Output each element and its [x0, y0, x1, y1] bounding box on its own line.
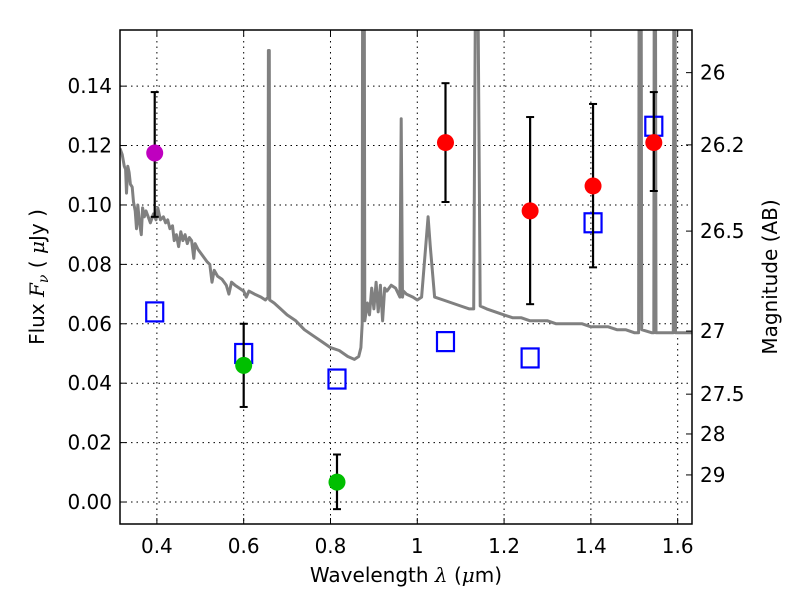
grid — [120, 30, 692, 524]
x-tick-label: 0.6 — [228, 534, 260, 558]
y-tick-label: 0.02 — [67, 431, 112, 455]
y-tick-label: 0.10 — [67, 193, 112, 217]
model-photometry-square — [327, 368, 347, 390]
observed-magenta-point — [146, 144, 164, 162]
y2-tick-label: 26.2 — [700, 133, 745, 157]
y2-tick-label: 26 — [700, 61, 725, 85]
y2-tick-label: 27 — [700, 319, 725, 343]
y2-tick-label: 28 — [700, 422, 725, 446]
observed-red-point — [645, 134, 663, 152]
axis-ticks — [120, 30, 692, 524]
y-axis-title: Flux Fν ( μJy ) — [25, 209, 52, 345]
observed-green-point — [328, 473, 346, 491]
model-photometry-square — [435, 331, 456, 353]
y2-axis-title: Magnitude (AB) — [758, 199, 782, 354]
y-tick-label: 0.14 — [67, 74, 112, 98]
model-photometry-square — [520, 347, 540, 369]
x-tick-label: 1.2 — [488, 534, 520, 558]
y2-tick-label: 26.5 — [700, 219, 745, 243]
x-tick-label: 0.8 — [315, 534, 347, 558]
observed-green-point — [235, 356, 253, 374]
y2-tick-label: 27.5 — [700, 382, 745, 406]
y-tick-label: 0.08 — [67, 252, 112, 276]
x-axis-title: Wavelength λ (μm) — [310, 563, 502, 587]
x-tick-label: 1 — [411, 534, 424, 558]
y-tick-label: 0.04 — [67, 371, 112, 395]
y2-tick-label: 29 — [700, 463, 725, 487]
model-spectrum-line — [120, 30, 692, 361]
x-tick-label: 0.4 — [141, 534, 173, 558]
plot-frame — [119, 29, 693, 525]
x-tick-label: 1.6 — [662, 534, 694, 558]
observed-red-point — [521, 202, 539, 220]
y-tick-label: 0.06 — [67, 312, 112, 336]
model-photometry-square — [145, 301, 165, 323]
x-tick-label: 1.4 — [575, 534, 607, 558]
data-markers — [145, 82, 664, 511]
y-tick-label: 0.00 — [67, 490, 112, 514]
observed-red-point — [436, 134, 454, 152]
y-tick-label: 0.12 — [67, 134, 112, 158]
observed-red-point — [584, 177, 602, 195]
